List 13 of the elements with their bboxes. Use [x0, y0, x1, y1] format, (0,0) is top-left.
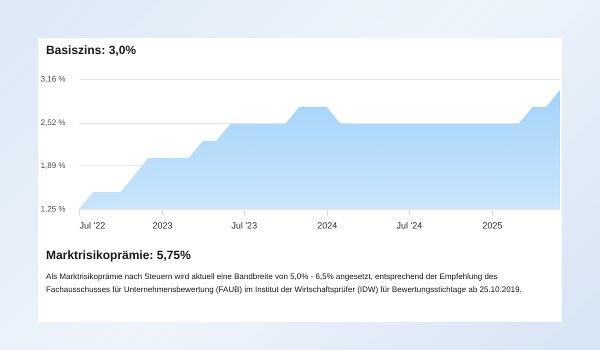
y-tick-label: 1,89 % [40, 160, 66, 170]
x-tick-label: Jul '24 [396, 220, 422, 230]
y-tick-label: 2,52 % [40, 118, 66, 128]
y-tick-label: 3,16 % [40, 74, 66, 84]
y-tick-label: 1,25 % [40, 204, 66, 214]
text: Marktrisikoprämie: 5,75% [46, 248, 192, 262]
chart-title: Basiszins: 3,0% [46, 43, 136, 57]
x-tick-label: 2023 [152, 220, 173, 230]
x-tick-label: Jul '23 [231, 220, 258, 230]
x-tick-label: 2025 [482, 220, 502, 230]
text: Als Marktrisikoprämie nach Steuern wird aktuell eine Bandbreite von 5,0% - 6,5% angesetzt, entsprechend der Empfehlung des Fachausschusses für Unternehmensbewertung (FAUB) im Institut der Wirtschaftsprüfer (IDW) für Bewertungsstichtage ab 25.10.2019. [46, 271, 523, 296]
x-tick-label: 2024 [317, 220, 338, 230]
x-tick-label: Jul '22 [80, 220, 106, 230]
